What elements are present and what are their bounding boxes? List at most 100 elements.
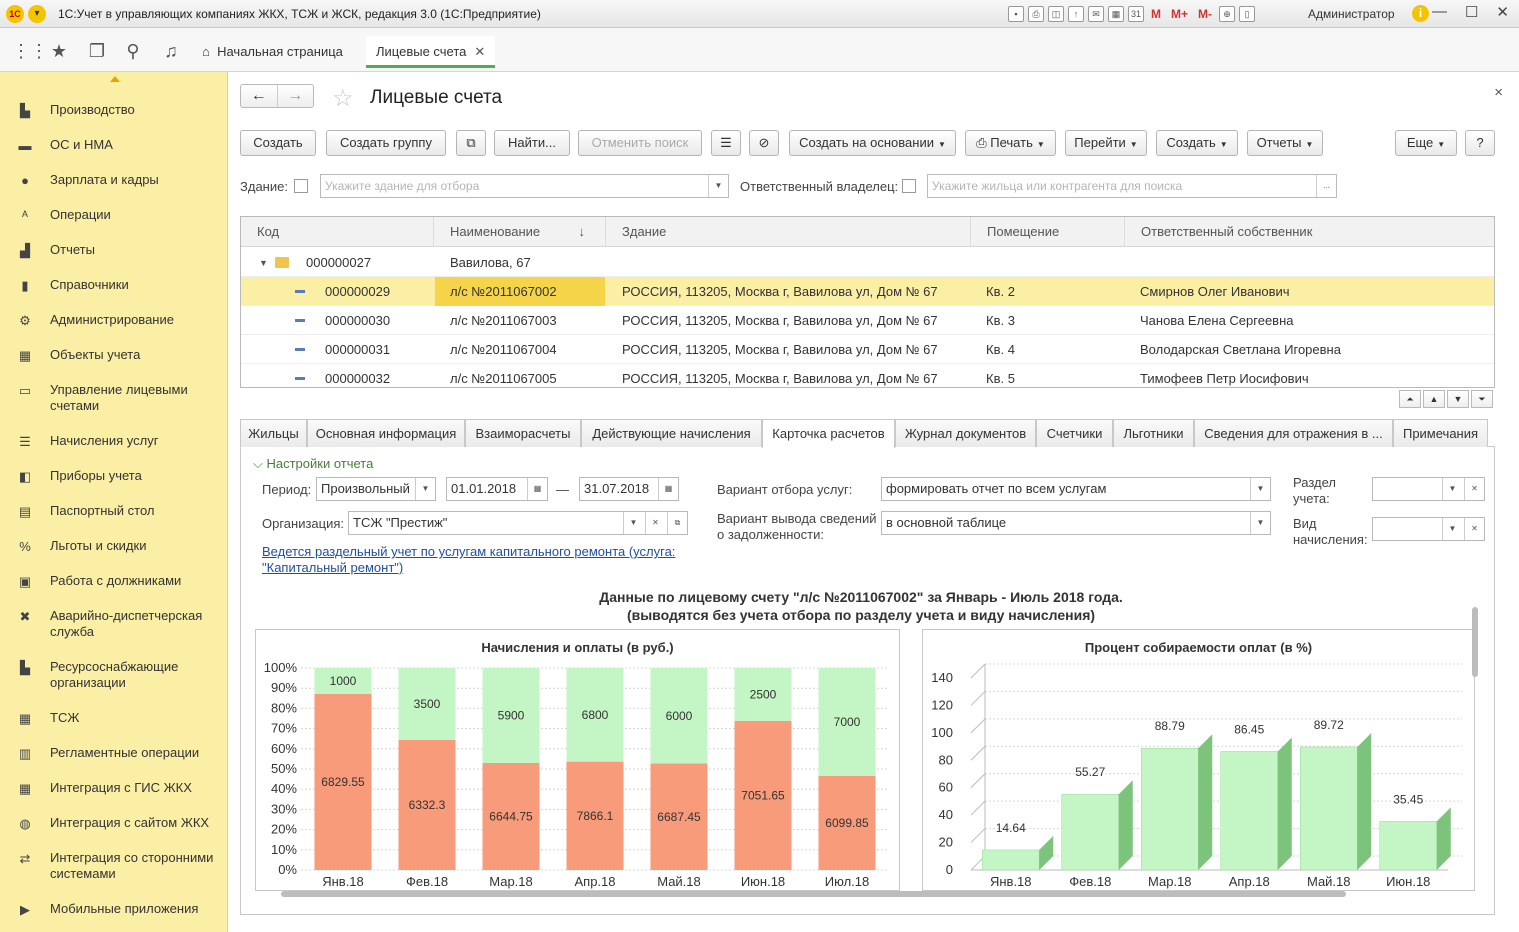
main-menu-icon[interactable]: ▾ xyxy=(28,5,46,23)
minimize-icon[interactable]: — xyxy=(1431,3,1447,20)
capital-repair-link[interactable]: Ведется раздельный учет по услугам капит… xyxy=(262,544,676,575)
cancel-search-button[interactable]: Отменить поиск xyxy=(578,130,702,156)
sidebar-item-account-management[interactable]: ▭ Управление лицевыми счетами xyxy=(0,382,228,414)
report-horizontal-scrollbar[interactable] xyxy=(261,890,1461,898)
dropdown-caret-icon[interactable]: ▼ xyxy=(1250,512,1270,534)
close-form-icon[interactable]: × xyxy=(1494,84,1503,101)
info-icon[interactable]: i xyxy=(1412,5,1429,22)
clear-icon[interactable]: ✕ xyxy=(1464,478,1484,500)
print-button[interactable]: ⎙ Печать ▼ xyxy=(965,130,1056,156)
back-arrow-icon[interactable]: ← xyxy=(250,87,267,104)
col-building[interactable]: Здание xyxy=(606,217,971,247)
reports-button[interactable]: Отчеты ▼ xyxy=(1247,130,1323,156)
move-top-icon[interactable]: ⏶ xyxy=(1399,390,1421,408)
report-vertical-scrollbar[interactable] xyxy=(1471,587,1479,877)
search-icon[interactable]: ⚲ xyxy=(126,41,140,61)
table-row[interactable]: 000000032 л/с №2011067005 РОССИЯ, 113205… xyxy=(241,364,1494,387)
dropdown-caret-icon[interactable]: ▼ xyxy=(1442,518,1462,540)
tab-residents[interactable]: Жильцы xyxy=(240,419,307,447)
sidebar-item-charges[interactable]: ☰ Начисления услуг xyxy=(0,433,228,450)
list-icon[interactable]: ☰ xyxy=(711,130,741,156)
col-room[interactable]: Помещение xyxy=(971,217,1125,247)
service-variant-select[interactable]: формировать отчет по всем услугам ▼ xyxy=(881,477,1271,501)
sidebar-item-hoa[interactable]: ▦ ТСЖ xyxy=(0,710,228,727)
sidebar-item-catalogs[interactable]: ▮ Справочники xyxy=(0,277,228,294)
scroll-thumb[interactable] xyxy=(281,891,1346,897)
tab-main-info[interactable]: Основная информация xyxy=(307,419,465,447)
sidebar-item-site[interactable]: ◍ Интеграция с сайтом ЖКХ xyxy=(0,815,228,832)
debt-variant-select[interactable]: в основной таблице ▼ xyxy=(881,511,1271,535)
dropdown-caret-icon[interactable]: ▼ xyxy=(1442,478,1462,500)
tab-accounts[interactable]: Лицевые счета ✕ xyxy=(366,36,496,68)
ellipsis-icon[interactable]: ... xyxy=(1316,175,1336,197)
more-button[interactable]: Еще ▼ xyxy=(1395,130,1457,156)
sidebar-item-operations[interactable]: ᴬ Операции xyxy=(0,207,228,223)
attachment-icon[interactable]: ⊘ xyxy=(749,130,779,156)
scroll-up-icon[interactable] xyxy=(110,76,120,82)
favorites-star-icon[interactable]: ★ xyxy=(50,41,68,61)
building-filter-checkbox[interactable] xyxy=(294,179,308,193)
expand-triangle-icon[interactable]: ▼ xyxy=(259,258,268,268)
move-bottom-icon[interactable]: ⏷ xyxy=(1471,390,1493,408)
app-logo-icon[interactable]: 1С xyxy=(6,5,24,23)
charge-kind-select[interactable]: ▼ ✕ xyxy=(1372,517,1485,541)
sidebar-item-debtors[interactable]: ▣ Работа с должниками xyxy=(0,573,228,590)
sidebar-item-suppliers[interactable]: ▙ Ресурсоснабжающие организации xyxy=(0,659,228,691)
sidebar-item-salary[interactable]: ● Зарплата и кадры xyxy=(0,172,228,188)
settings-section-toggle[interactable]: ⌵ Настройки отчета xyxy=(253,456,373,472)
apps-grid-icon[interactable]: ⋮⋮ xyxy=(12,41,48,61)
sidebar-item-routine[interactable]: ▥ Регламентные операции xyxy=(0,745,228,762)
user-name[interactable]: Администратор xyxy=(1308,7,1395,21)
copy-icon[interactable]: ⧉ xyxy=(456,130,486,156)
owner-filter-input[interactable]: Укажите жильца или контрагента для поиск… xyxy=(927,174,1337,198)
table-row[interactable]: 000000030 л/с №2011067003 РОССИЯ, 113205… xyxy=(241,306,1494,335)
col-owner[interactable]: Ответственный собственник xyxy=(1141,224,1313,239)
tab-reflection-info[interactable]: Сведения для отражения в ... xyxy=(1194,419,1393,447)
tab-settlement-card[interactable]: Карточка расчетов xyxy=(762,419,895,448)
preview-icon[interactable]: ◫ xyxy=(1048,6,1064,22)
tab-close-icon[interactable]: ✕ xyxy=(474,44,486,59)
date-to-input[interactable]: 31.07.2018 ▦ xyxy=(579,477,679,501)
open-icon[interactable]: ⧉ xyxy=(667,512,687,534)
tab-meters[interactable]: Счетчики xyxy=(1036,419,1113,447)
tab-document-journal[interactable]: Журнал документов xyxy=(895,419,1036,447)
move-down-icon[interactable]: ▼ xyxy=(1447,390,1469,408)
calendar-icon[interactable]: 31 xyxy=(1128,6,1144,22)
owner-filter-checkbox[interactable] xyxy=(902,179,916,193)
scroll-thumb[interactable] xyxy=(1472,607,1478,677)
calendar-icon[interactable]: ▦ xyxy=(527,478,547,500)
clear-icon[interactable]: ✕ xyxy=(645,512,665,534)
tab-home[interactable]: ⌂ Начальная страница xyxy=(192,36,353,68)
tab-beneficiaries[interactable]: Льготники xyxy=(1113,419,1194,447)
date-from-input[interactable]: 01.01.2018 ▦ xyxy=(446,477,548,501)
zoom-icon[interactable]: ⊕ xyxy=(1219,6,1236,22)
table-row[interactable]: 000000029 л/с №2011067002 РОССИЯ, 113205… xyxy=(241,277,1494,306)
sidebar-item-mobile[interactable]: ▶ Мобильные приложения xyxy=(0,901,228,918)
mail-icon[interactable]: ✉ xyxy=(1088,6,1104,22)
table-row[interactable]: 000000031 л/с №2011067004 РОССИЯ, 113205… xyxy=(241,335,1494,364)
table-group-row[interactable]: ▼ 000000027 Вавилова, 67 xyxy=(241,248,1494,277)
dropdown-caret-icon[interactable]: ▼ xyxy=(415,478,435,500)
dropdown-caret-icon[interactable]: ▼ xyxy=(1250,478,1270,500)
move-up-icon[interactable]: ▲ xyxy=(1423,390,1445,408)
col-name[interactable]: Наименование ↓ xyxy=(434,217,606,247)
account-section-select[interactable]: ▼ ✕ xyxy=(1372,477,1485,501)
sidebar-item-discounts[interactable]: % Льготы и скидки xyxy=(0,538,228,554)
bell-icon[interactable]: ♫ xyxy=(164,41,178,61)
close-window-icon[interactable]: ✕ xyxy=(1496,4,1509,21)
forward-arrow-icon[interactable]: → xyxy=(276,85,314,107)
clear-icon[interactable]: ✕ xyxy=(1464,518,1484,540)
building-filter-input[interactable]: Укажите здание для отбора ▼ xyxy=(320,174,729,198)
sidebar-item-third-party[interactable]: ⇄ Интеграция со сторонними системами xyxy=(0,850,228,882)
sidebar-item-fixed-assets[interactable]: ▬ ОС и НМА xyxy=(0,137,228,153)
upload-icon[interactable]: ↑ xyxy=(1068,6,1084,22)
goto-button[interactable]: Перейти ▼ xyxy=(1065,130,1147,156)
dropdown-caret-icon[interactable]: ▼ xyxy=(708,175,728,197)
sidebar-item-passport[interactable]: ▤ Паспортный стол xyxy=(0,503,228,520)
sidebar-item-production[interactable]: ▙ Производство xyxy=(0,102,228,119)
calendar-icon[interactable]: ▦ xyxy=(658,478,678,500)
history-icon[interactable]: ❐ xyxy=(88,41,106,61)
memory-plus-button[interactable]: M+ xyxy=(1171,7,1189,21)
maximize-icon[interactable]: ☐ xyxy=(1464,4,1479,21)
create-dropdown-button[interactable]: Создать ▼ xyxy=(1156,130,1238,156)
